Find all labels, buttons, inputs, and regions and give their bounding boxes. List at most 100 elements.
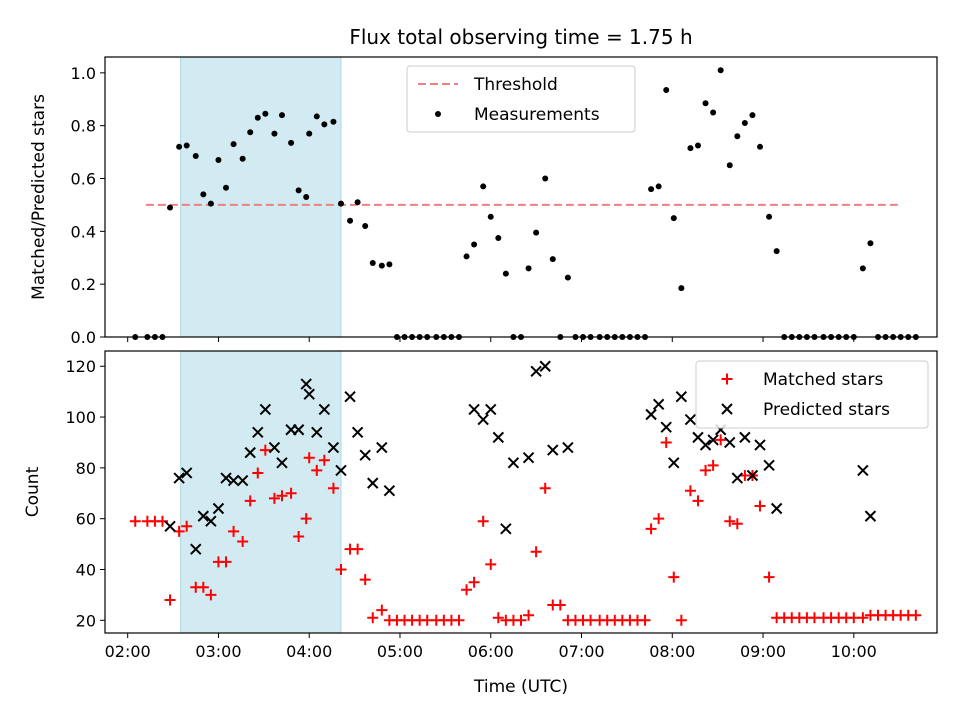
matched-point — [763, 571, 775, 583]
y-tick-label: 0.4 — [71, 222, 96, 241]
measurement-point — [702, 100, 709, 107]
predicted-point — [359, 449, 371, 461]
measurement-point — [734, 133, 741, 140]
predicted-point — [344, 391, 356, 403]
measurement-point — [717, 67, 724, 74]
top-panel: 0.0 0.2 0.4 0.6 0.8 1.0 Matched/Predicted star… — [29, 56, 938, 347]
matched-point — [700, 464, 712, 476]
measurement-point — [271, 130, 278, 137]
predicted-point — [164, 520, 176, 533]
measurement-point — [495, 234, 502, 241]
predicted-point — [754, 439, 766, 451]
matched-point — [724, 515, 736, 527]
matched-point — [754, 500, 766, 512]
predicted-point — [327, 441, 340, 454]
predicted-point — [675, 391, 688, 403]
x-tick-label: 05:00 — [377, 642, 423, 661]
predicted-point — [468, 403, 480, 416]
matched-point — [252, 467, 264, 479]
matched-point — [318, 454, 330, 466]
legend-box — [695, 360, 929, 429]
measurement-point — [694, 142, 701, 149]
x-tick-label: 03:00 — [195, 642, 241, 661]
legend-predicted-swatch — [721, 403, 733, 415]
y-axis-label: Matched/Predicted stars — [29, 94, 49, 300]
predicted-point — [220, 472, 232, 484]
matched-point — [653, 513, 665, 525]
matched-point — [660, 436, 672, 448]
legend-predicted-label: Predicted stars — [763, 400, 890, 420]
measurement-point — [223, 184, 230, 191]
y-tick-label: 20 — [76, 611, 96, 630]
predicted-point — [485, 403, 497, 416]
predicted-point — [507, 457, 520, 469]
legend-measurements-swatch — [435, 111, 441, 117]
measurement-point — [710, 109, 717, 116]
predicted-point — [236, 474, 249, 487]
measurement-point — [306, 130, 313, 137]
measurement-point — [480, 183, 487, 190]
matched-point — [129, 515, 141, 527]
predicted-point — [180, 467, 193, 479]
predicted-point — [212, 502, 225, 515]
predicted-point — [547, 444, 559, 456]
axes-frame — [104, 56, 938, 338]
predicted-point — [311, 426, 323, 439]
predicted-point — [268, 441, 281, 454]
matched-point — [731, 518, 743, 530]
predicted-point — [864, 510, 877, 522]
y-tick-label: 100 — [65, 408, 96, 427]
matched-point — [237, 536, 249, 548]
matched-point — [268, 492, 280, 504]
legend-threshold-label: Threshold — [473, 75, 558, 95]
measurement-point — [330, 118, 337, 125]
predicted-point — [492, 431, 505, 444]
predicted-point — [303, 388, 315, 400]
matched-point — [244, 495, 256, 507]
measurement-point — [347, 217, 354, 224]
matched-point — [293, 530, 305, 542]
measurement-point — [167, 204, 174, 211]
measurement-point — [354, 199, 361, 206]
measurement-point — [200, 191, 207, 198]
matched-point — [181, 520, 193, 532]
measurement-point — [542, 175, 549, 182]
y-tick-label: 0.6 — [71, 170, 96, 189]
predicted-point — [522, 451, 535, 464]
predicted-point — [746, 469, 759, 482]
bottom-panel: 02:00 03:00 04:00 05:00 06:00 07:00 08:00 09:00… — [23, 350, 938, 661]
predicted-point — [699, 439, 712, 451]
matched-point — [327, 482, 339, 494]
predicted-point — [645, 408, 657, 421]
legend: Matched stars Predicted stars — [695, 360, 929, 429]
measurement-point — [378, 262, 385, 269]
matched-point — [523, 609, 535, 621]
measurement-point — [859, 265, 866, 272]
matched-point — [515, 614, 527, 626]
predicted-point — [173, 472, 185, 484]
measurement-point — [678, 285, 685, 292]
matched-point — [468, 576, 480, 588]
y-tick-label: 60 — [76, 510, 96, 529]
measurement-point — [741, 120, 748, 127]
predicted-point — [197, 510, 210, 522]
y-tick-label: 0.8 — [71, 117, 96, 136]
measurement-point — [687, 145, 694, 152]
measurement-point — [749, 112, 756, 119]
predicted-point — [857, 464, 869, 477]
matched-point — [197, 581, 209, 593]
predicted-point — [300, 378, 312, 390]
series-measurements — [132, 67, 919, 340]
measurement-point — [564, 274, 571, 281]
axes-frame — [104, 350, 938, 634]
predicted-point — [770, 502, 783, 515]
predicted-point — [190, 543, 202, 555]
measurement-point — [337, 200, 344, 207]
predicted-point — [335, 464, 347, 477]
measurement-point — [192, 153, 199, 160]
measurement-point — [247, 129, 254, 136]
predicted-point — [652, 398, 665, 411]
y-tick-label: 80 — [76, 459, 96, 478]
predicted-point — [707, 434, 719, 446]
predicted-point — [724, 436, 736, 449]
